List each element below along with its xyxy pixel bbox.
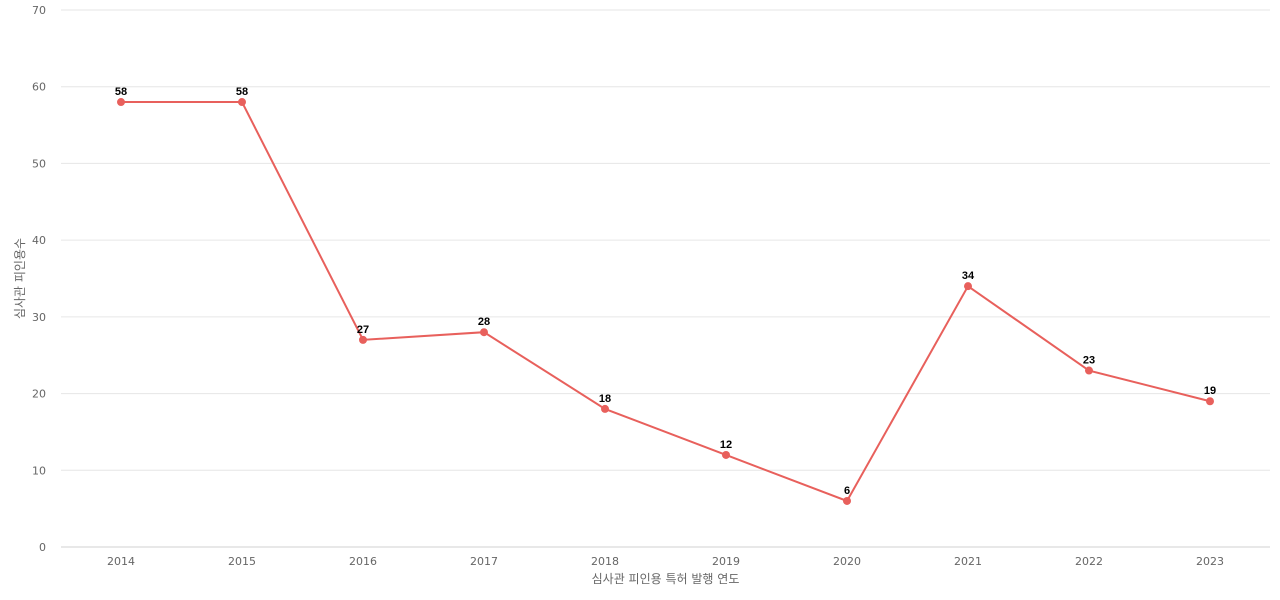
data-label: 28 bbox=[478, 316, 490, 328]
x-tick-label: 2020 bbox=[833, 555, 861, 568]
data-label: 23 bbox=[1083, 355, 1095, 367]
x-axis-title: 심사관 피인용 특허 발행 연도 bbox=[592, 571, 740, 586]
series-layer bbox=[117, 98, 1214, 505]
data-point bbox=[238, 98, 246, 107]
data-label: 18 bbox=[599, 393, 611, 405]
data-labels: 58 58 27 28 18 12 6 34 23 19 bbox=[115, 86, 1216, 497]
gridlines bbox=[61, 9, 1270, 548]
data-point bbox=[480, 328, 488, 337]
data-point bbox=[843, 496, 851, 505]
y-tick-label: 30 bbox=[32, 311, 46, 324]
data-label: 27 bbox=[357, 324, 369, 336]
data-label: 6 bbox=[844, 485, 850, 497]
y-axis-ticks: 0 10 20 30 40 50 60 70 bbox=[32, 4, 46, 554]
data-point bbox=[359, 335, 367, 344]
y-tick-label: 60 bbox=[32, 81, 46, 94]
data-label: 58 bbox=[115, 86, 127, 98]
data-point bbox=[964, 282, 972, 291]
x-tick-label: 2015 bbox=[228, 555, 256, 568]
x-tick-label: 2016 bbox=[349, 555, 377, 568]
y-tick-label: 10 bbox=[32, 464, 46, 477]
series-line bbox=[121, 101, 1211, 503]
y-tick-label: 70 bbox=[32, 4, 46, 17]
data-label: 34 bbox=[962, 270, 975, 282]
x-tick-label: 2022 bbox=[1075, 555, 1103, 568]
data-point bbox=[601, 404, 609, 413]
y-tick-label: 40 bbox=[32, 234, 46, 247]
data-label: 12 bbox=[720, 439, 732, 451]
y-tick-label: 0 bbox=[39, 541, 46, 554]
data-point bbox=[117, 98, 125, 107]
x-tick-label: 2023 bbox=[1196, 555, 1224, 568]
data-point bbox=[722, 450, 730, 459]
data-label: 19 bbox=[1204, 385, 1216, 397]
x-tick-label: 2021 bbox=[954, 555, 982, 568]
data-point bbox=[1085, 366, 1093, 375]
data-point bbox=[1206, 397, 1214, 406]
x-tick-label: 2019 bbox=[712, 555, 740, 568]
data-label: 58 bbox=[236, 86, 248, 98]
x-axis-ticks: 2014 2015 2016 2017 2018 2019 2020 2021 2022 2023 bbox=[107, 555, 1224, 568]
y-tick-label: 50 bbox=[32, 157, 46, 170]
y-tick-label: 20 bbox=[32, 388, 46, 401]
y-axis-title: 심사관 피인용수 bbox=[13, 238, 27, 319]
x-tick-label: 2014 bbox=[107, 555, 135, 568]
x-tick-label: 2017 bbox=[470, 555, 498, 568]
x-tick-label: 2018 bbox=[591, 555, 619, 568]
